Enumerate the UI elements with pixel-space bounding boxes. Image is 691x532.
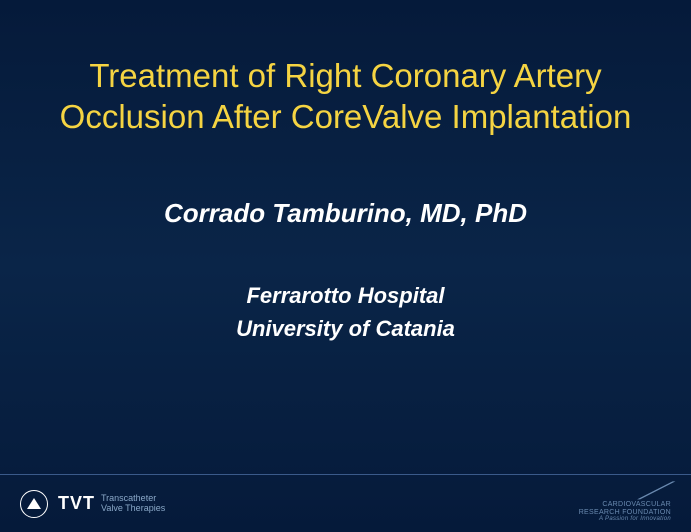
- footer-right-logo: ⟋ CARDIOVASCULAR RESEARCH FOUNDATION A P…: [579, 484, 671, 523]
- crf-tagline: A Passion for Innovation: [579, 516, 671, 523]
- crf-line2: RESEARCH FOUNDATION: [579, 509, 671, 517]
- triangle-icon: [27, 498, 41, 509]
- tvt-logo-icon: [20, 490, 48, 518]
- crf-logo: ⟋ CARDIOVASCULAR RESEARCH FOUNDATION A P…: [579, 484, 671, 523]
- crf-swoosh-icon: ⟋: [637, 484, 667, 501]
- tvt-sub-line2: Valve Therapies: [101, 504, 165, 514]
- slide-content: Treatment of Right Coronary Artery Occlu…: [0, 0, 691, 474]
- affiliation-hospital: Ferrarotto Hospital: [236, 279, 455, 312]
- tvt-subtitle: Transcatheter Valve Therapies: [101, 494, 165, 514]
- tvt-text-block: TVT Transcatheter Valve Therapies: [58, 493, 165, 514]
- affiliation-block: Ferrarotto Hospital University of Catani…: [236, 279, 455, 345]
- slide-title: Treatment of Right Coronary Artery Occlu…: [50, 55, 641, 138]
- author-name: Corrado Tamburino, MD, PhD: [164, 198, 527, 229]
- footer-left-logo: TVT Transcatheter Valve Therapies: [20, 490, 165, 518]
- affiliation-university: University of Catania: [236, 312, 455, 345]
- slide-footer: TVT Transcatheter Valve Therapies ⟋ CARD…: [0, 474, 691, 532]
- tvt-label: TVT: [58, 493, 95, 514]
